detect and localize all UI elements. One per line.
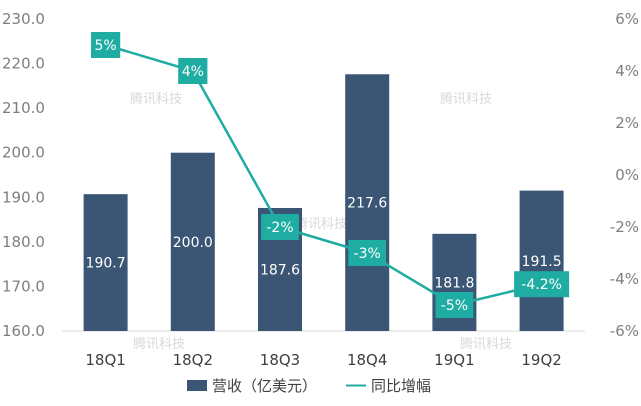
right-axis: -6% -4% -2% 0% 2% 4% 6% (610, 10, 639, 340)
bar-label-18Q1: 190.7 (86, 256, 126, 272)
legend-swatch-bar (187, 380, 207, 391)
point-label-18Q2: 4% (178, 58, 208, 84)
bar-label-18Q4: 217.6 (347, 196, 387, 212)
bar-19Q2 (519, 190, 564, 331)
left-tick-label: 230.0 (2, 10, 45, 28)
category-label-18Q4: 18Q4 (347, 351, 387, 369)
line-data-labels: 5% 4% -2% -3% -5% -4.2% (91, 32, 570, 318)
right-tick-label: -2% (610, 218, 639, 236)
point-label-18Q1: 5% (91, 32, 121, 58)
right-tick-label: 6% (615, 10, 639, 28)
bar-data-labels: 190.7 200.0 187.6 217.6 181.8 191.5 (86, 196, 562, 292)
point-label-19Q2: -4.2% (514, 271, 570, 298)
point-label-box (178, 58, 208, 84)
point-label-box (435, 292, 474, 318)
watermark-text-3: 腾讯科技 (460, 336, 512, 352)
left-tick-label: 180.0 (2, 233, 45, 251)
watermark-text-2: 腾讯科技 (295, 216, 347, 232)
point-label-text: 5% (94, 38, 116, 54)
point-label-19Q1: -5% (435, 292, 474, 318)
watermark-text-0: 腾讯科技 (130, 91, 182, 107)
legend: 营收（亿美元） 同比增幅 (187, 377, 431, 395)
left-tick-label: 200.0 (2, 144, 45, 162)
point-label-text: -5% (441, 298, 468, 314)
category-label-19Q1: 19Q1 (434, 351, 474, 369)
left-tick-label: 170.0 (2, 277, 45, 295)
bar-18Q1 (83, 194, 128, 331)
left-tick-label: 190.0 (2, 188, 45, 206)
point-label-text: -2% (266, 220, 293, 236)
category-label-19Q2: 19Q2 (521, 351, 561, 369)
category-axis: 18Q1 18Q2 18Q3 18Q4 19Q1 19Q2 (85, 351, 561, 369)
point-label-18Q3: -2% (261, 214, 299, 240)
point-label-text: -4.2% (521, 277, 562, 293)
point-label-box (261, 214, 299, 240)
category-label-18Q2: 18Q2 (173, 351, 213, 369)
legend-label-line: 同比增幅 (371, 377, 431, 395)
point-label-18Q4: -3% (348, 240, 387, 266)
right-tick-label: 2% (615, 114, 639, 132)
left-tick-label: 160.0 (2, 322, 45, 340)
bar-label-18Q3: 187.6 (260, 262, 300, 278)
left-axis: 160.0 170.0 180.0 190.0 200.0 210.0 220.0 230.0 (2, 10, 45, 340)
bar-label-19Q2: 191.5 (522, 254, 562, 270)
legend-label-bar: 营收（亿美元） (212, 377, 317, 395)
right-tick-label: -6% (610, 322, 639, 340)
right-tick-label: 0% (615, 166, 639, 184)
point-label-text: 4% (182, 64, 204, 80)
category-label-18Q1: 18Q1 (85, 351, 125, 369)
bar-18Q2 (170, 152, 215, 331)
watermark-text-4: 腾讯科技 (133, 336, 185, 352)
bar-label-19Q1: 181.8 (434, 275, 474, 291)
right-tick-label: 4% (615, 62, 639, 80)
left-tick-label: 210.0 (2, 99, 45, 117)
category-label-18Q3: 18Q3 (260, 351, 300, 369)
right-tick-label: -4% (610, 270, 639, 288)
point-label-text: -3% (354, 246, 381, 262)
left-tick-label: 220.0 (2, 55, 45, 73)
point-label-box (348, 240, 387, 266)
bar-label-18Q2: 200.0 (173, 235, 213, 251)
point-label-box (91, 32, 121, 58)
watermark-text-1: 腾讯科技 (440, 91, 492, 107)
bar-18Q4 (345, 74, 390, 332)
bar-series (83, 74, 564, 332)
point-label-box (514, 271, 570, 298)
